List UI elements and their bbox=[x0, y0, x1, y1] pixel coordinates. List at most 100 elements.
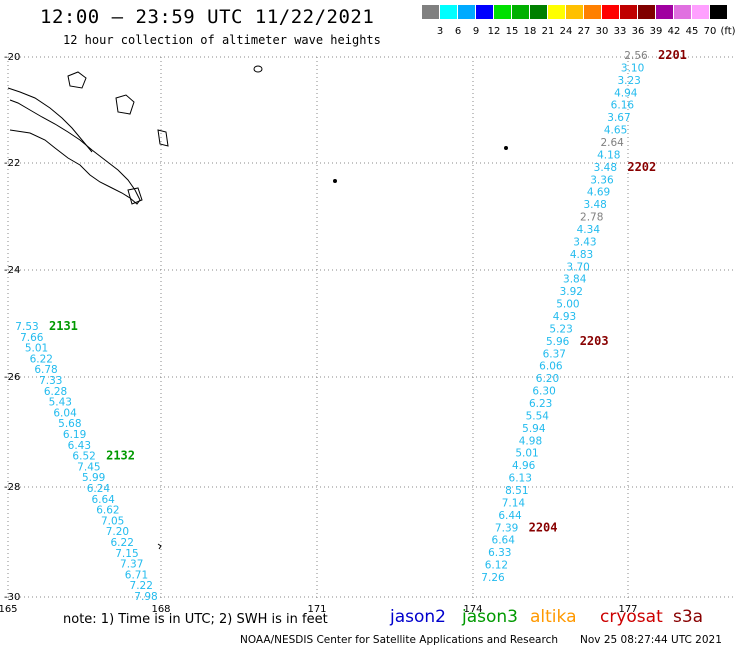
scale-swatch bbox=[440, 5, 457, 19]
credit-line: NOAA/NESDIS Center for Satellite Applica… bbox=[240, 634, 558, 646]
swh-value-label: 3.43 bbox=[573, 236, 596, 248]
scale-swatch bbox=[638, 5, 655, 19]
swh-value-label: 6.19 bbox=[63, 429, 86, 441]
swh-value-label: 6.12 bbox=[485, 560, 508, 572]
scale-label: 12 bbox=[487, 26, 501, 37]
swh-value-label: 7.05 bbox=[101, 515, 124, 527]
footer-note: note: 1) Time is in UTC; 2) SWH is in fe… bbox=[63, 612, 328, 627]
latitude-tick-label: -24 bbox=[4, 265, 20, 276]
scale-swatch bbox=[710, 5, 727, 19]
map-grid: 165 168 171 174 177 -20 -22 -24 -26 -28 -30 bbox=[0, 52, 735, 615]
scale-swatch bbox=[476, 5, 493, 19]
swh-value-label: 5.54 bbox=[526, 410, 550, 422]
scale-label: 42 bbox=[667, 26, 681, 37]
swh-value-label: 5.96 bbox=[546, 336, 570, 348]
swh-value-label: 6.78 bbox=[34, 364, 57, 376]
swh-value-label: 4.93 bbox=[553, 311, 576, 323]
generation-timestamp: Nov 25 08:27:44 UTC 2021 bbox=[580, 634, 722, 646]
swh-value-label: 7.66 bbox=[20, 332, 44, 344]
swh-value-label: 6.04 bbox=[53, 407, 77, 419]
scale-swatch bbox=[674, 5, 691, 19]
pass-time-label: 2132 bbox=[106, 449, 135, 463]
swh-value-label: 5.23 bbox=[549, 323, 572, 335]
island-d bbox=[127, 187, 143, 205]
swh-value-label: 6.37 bbox=[543, 348, 566, 360]
scale-label: 33 bbox=[613, 26, 627, 37]
swh-value-label: 4.98 bbox=[519, 435, 542, 447]
swh-value-label: 6.28 bbox=[44, 386, 67, 398]
swh-value-label: 3.23 bbox=[617, 75, 640, 87]
swh-value-label: 6.64 bbox=[492, 535, 516, 547]
latitude-tick-label: -28 bbox=[4, 482, 20, 493]
swh-value-label: 6.43 bbox=[68, 440, 91, 452]
swh-value-label: 3.70 bbox=[566, 261, 589, 273]
swh-value-label: 6.33 bbox=[488, 547, 511, 559]
swh-value-label: 3.48 bbox=[583, 199, 606, 211]
scale-swatch bbox=[602, 5, 619, 19]
swh-value-label: 7.45 bbox=[77, 461, 100, 473]
swh-value-label: 7.14 bbox=[502, 497, 526, 509]
swh-value-label: 5.00 bbox=[556, 299, 579, 311]
swh-value-label: 4.94 bbox=[614, 87, 638, 99]
scale-swatch bbox=[458, 5, 475, 19]
scale-label: 6 bbox=[454, 26, 462, 37]
scale-label: 45 bbox=[685, 26, 699, 37]
swh-value-label: 7.39 bbox=[495, 522, 518, 534]
island-c bbox=[157, 129, 169, 147]
swh-value-label: 5.01 bbox=[515, 448, 538, 460]
scale-label: 15 bbox=[505, 26, 519, 37]
latitude-tick-label: -30 bbox=[4, 592, 20, 603]
swh-value-label: 5.99 bbox=[82, 472, 105, 484]
swh-value-label: 6.24 bbox=[87, 483, 111, 495]
swh-value-label: 3.92 bbox=[560, 286, 583, 298]
scale-swatch bbox=[584, 5, 601, 19]
scale-label: 39 bbox=[649, 26, 663, 37]
longitude-tick-label: 168 bbox=[151, 604, 170, 615]
swh-value-label: 6.16 bbox=[611, 100, 635, 112]
latitude-tick-label: -20 bbox=[4, 52, 20, 63]
swh-value-label: 7.98 bbox=[134, 591, 157, 603]
swh-value-label: 7.53 bbox=[15, 321, 38, 333]
swh-value-label: 5.94 bbox=[522, 423, 546, 435]
swh-value-label: 7.37 bbox=[120, 559, 143, 571]
swh-value-label: 6.22 bbox=[111, 537, 134, 549]
scale-label: 30 bbox=[595, 26, 609, 37]
swh-value-label: 3.10 bbox=[621, 62, 644, 74]
scale-swatch bbox=[422, 5, 439, 19]
scale-label: 3 bbox=[436, 26, 444, 37]
satellite-label-jason3: jason3 bbox=[462, 607, 518, 627]
altimeter-tracks: 2.563.103.234.946.163.674.652.644.183.48… bbox=[15, 48, 687, 603]
swh-value-label: 2.56 bbox=[624, 50, 648, 62]
satellite-label-altika: altika bbox=[530, 607, 577, 627]
scale-label: 18 bbox=[523, 26, 537, 37]
swh-value-label: 6.44 bbox=[498, 510, 522, 522]
swh-value-label: 6.22 bbox=[30, 353, 53, 365]
new-caledonia-coast bbox=[9, 99, 141, 205]
scale-label: 24 bbox=[559, 26, 573, 37]
satellite-label-cryosat: cryosat bbox=[600, 607, 663, 627]
satellite-label-s3a: s3a bbox=[673, 607, 704, 627]
swh-value-label: 2.78 bbox=[580, 212, 603, 224]
swh-value-label: 6.71 bbox=[125, 569, 148, 581]
swh-value-label: 3.84 bbox=[563, 274, 587, 286]
islet-a bbox=[504, 146, 508, 150]
scale-swatch bbox=[566, 5, 583, 19]
swh-value-label: 6.52 bbox=[72, 451, 95, 463]
pass-time-label: 2202 bbox=[627, 160, 656, 174]
swh-value-label: 7.26 bbox=[481, 572, 505, 584]
scale-swatch bbox=[656, 5, 673, 19]
scale-label: (ft) bbox=[720, 26, 736, 37]
swh-value-label: 6.64 bbox=[91, 494, 115, 506]
swh-value-label: 6.30 bbox=[532, 386, 555, 398]
swh-value-label: 7.33 bbox=[39, 375, 62, 387]
longitude-tick-label: 177 bbox=[618, 604, 637, 615]
latitude-tick-label: -26 bbox=[4, 372, 20, 383]
swh-value-label: 5.68 bbox=[58, 418, 81, 430]
scale-swatch bbox=[692, 5, 709, 19]
swh-value-label: 3.67 bbox=[607, 112, 630, 124]
scale-label: 21 bbox=[541, 26, 555, 37]
swh-value-label: 5.01 bbox=[25, 343, 48, 355]
swh-value-label: 5.43 bbox=[49, 397, 72, 409]
island-e bbox=[253, 65, 263, 73]
